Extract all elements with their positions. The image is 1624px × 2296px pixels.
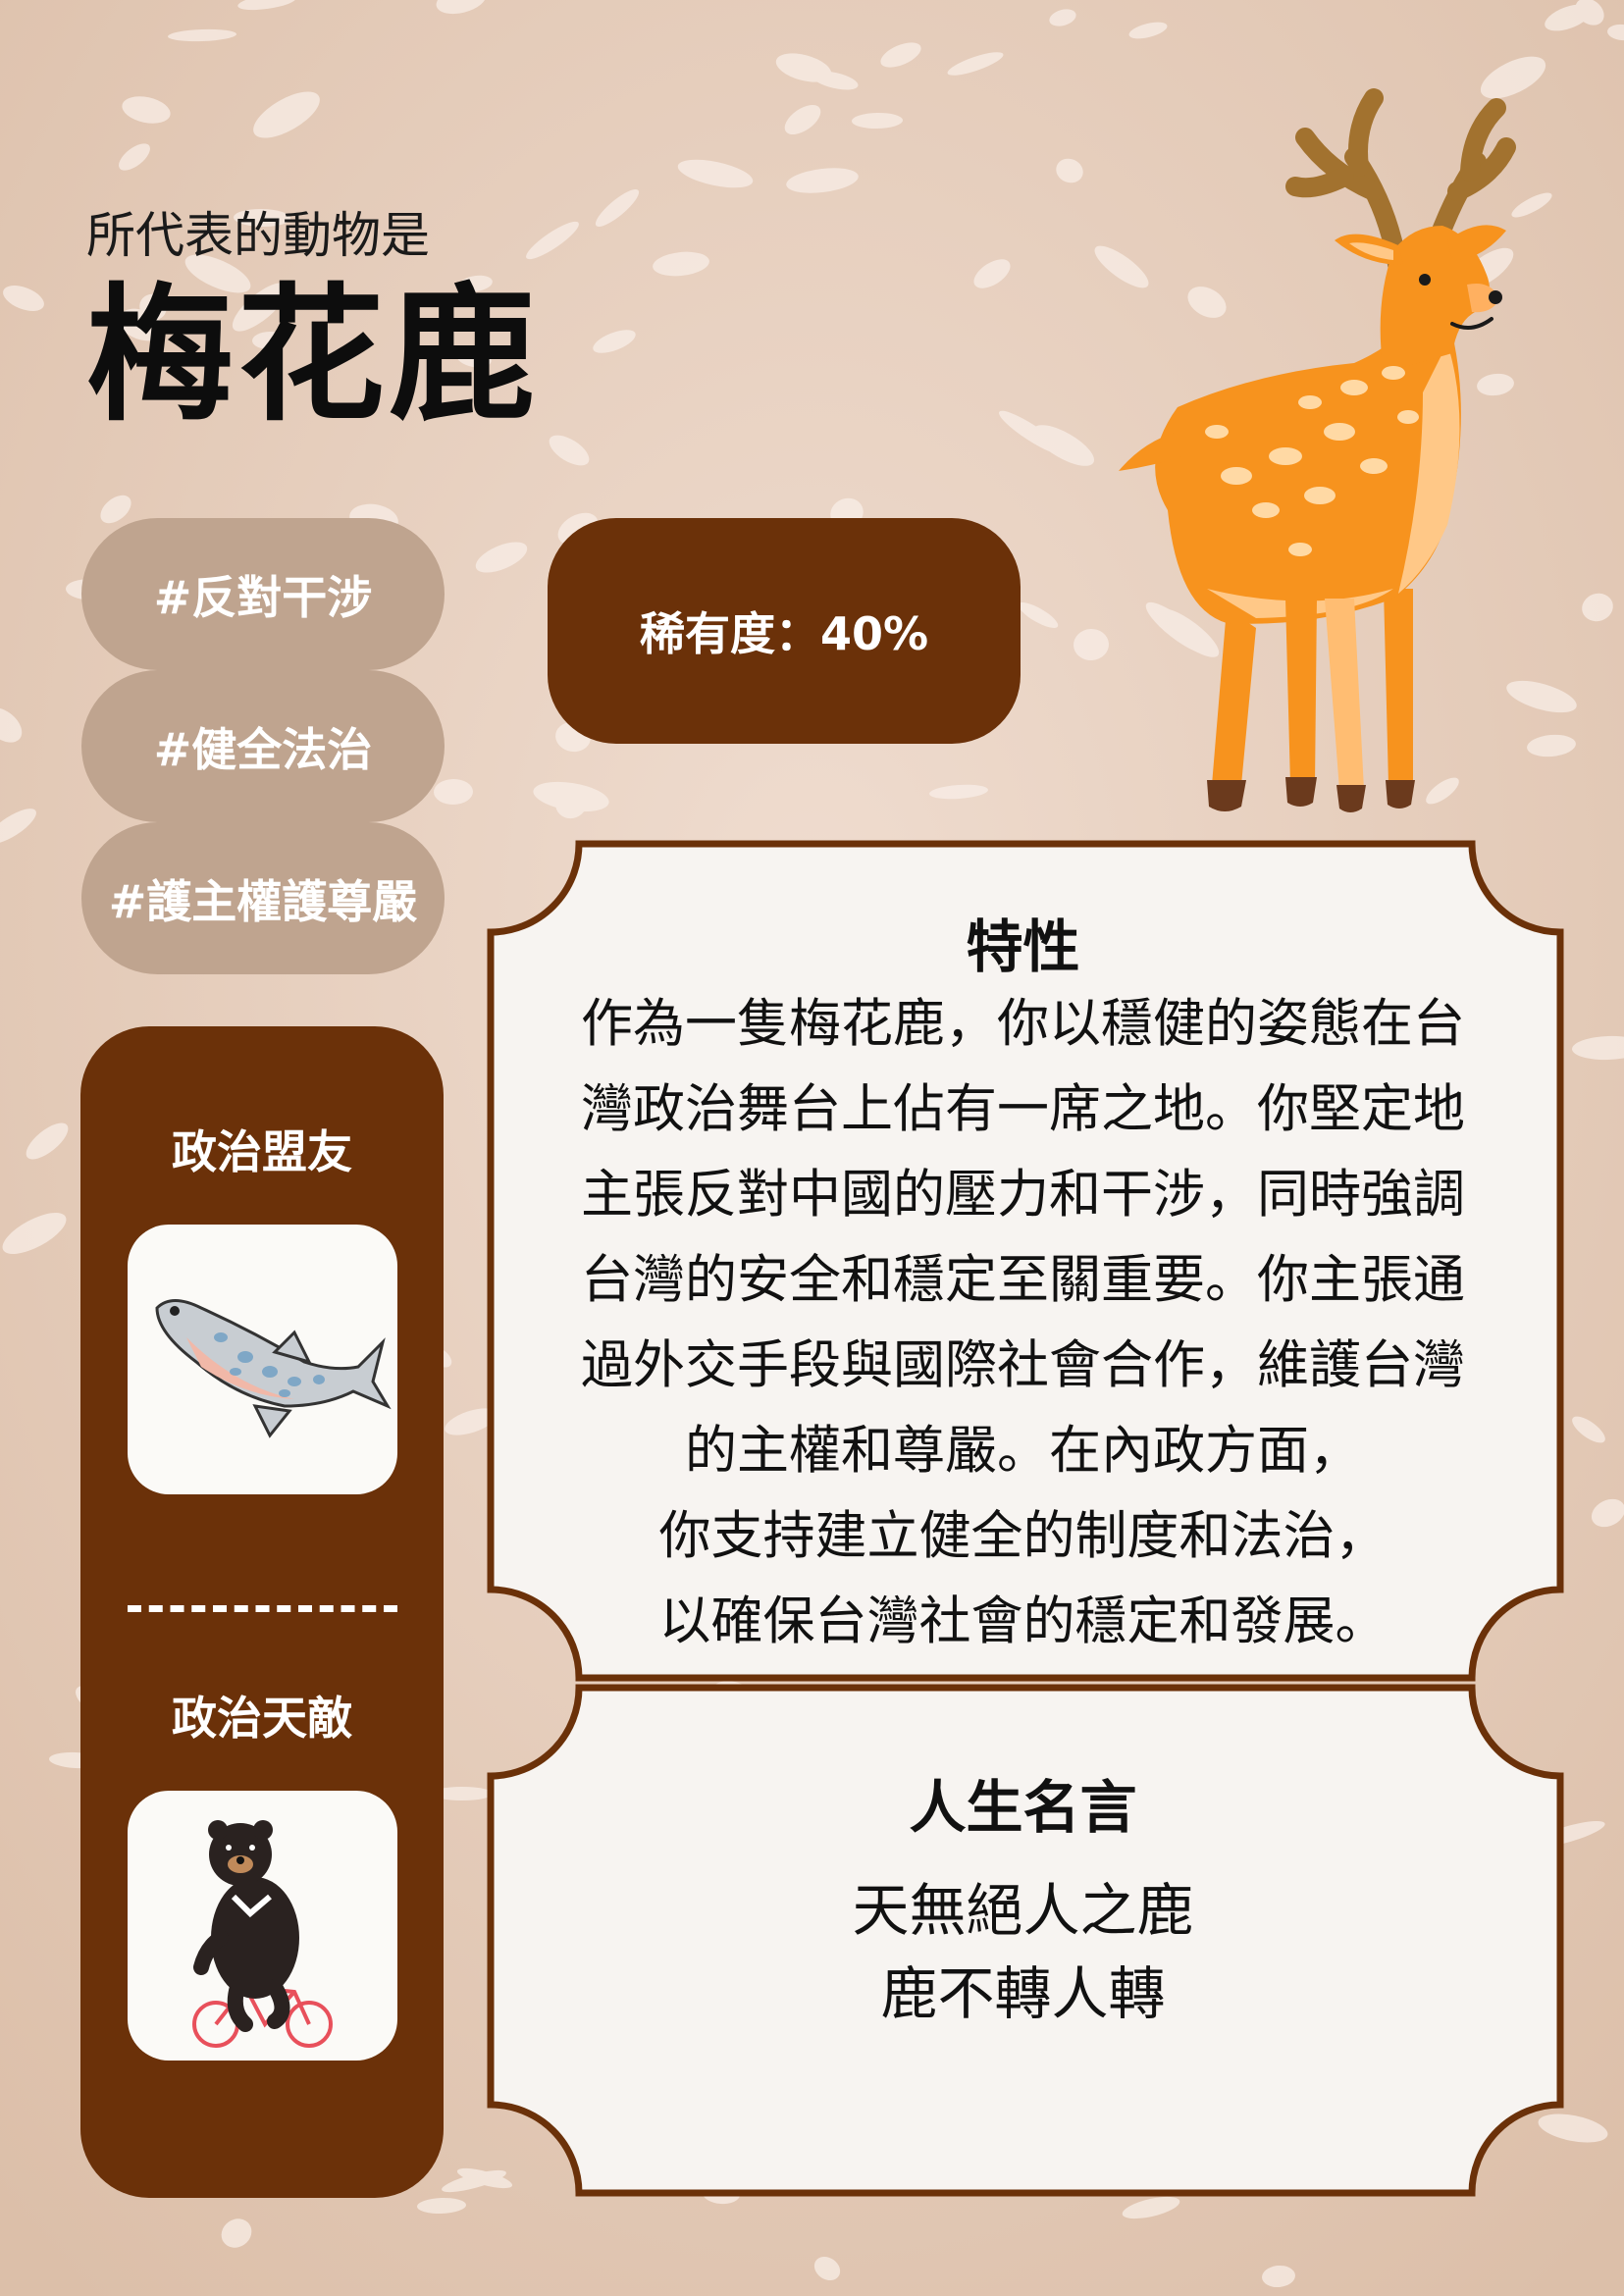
- salmon-fish-icon: [155, 1299, 392, 1438]
- fur-spot: [784, 104, 821, 135]
- fur-spot: [456, 348, 492, 368]
- fur-spot: [775, 53, 832, 82]
- traits-card: [487, 840, 1564, 1682]
- fur-spot: [1049, 9, 1076, 26]
- fur-spot: [253, 91, 320, 138]
- fur-spot: [184, 254, 251, 293]
- fur-spot: [1480, 56, 1546, 99]
- fur-spot: [475, 542, 528, 573]
- fur-spot: [929, 784, 988, 800]
- fur-spot: [1122, 2196, 1180, 2219]
- fur-spot: [1056, 158, 1083, 183]
- traits-line: 主張反對中國的壓力和干涉，同時強調: [581, 1165, 1465, 1225]
- ally-image: [128, 1225, 397, 1494]
- fur-spot: [1145, 601, 1210, 654]
- traits-body: 作為一隻梅花鹿，你以穩健的姿態在台 灣政治舞台上佔有一席之地。你堅定地 主張反對…: [505, 981, 1541, 1664]
- fur-spot: [549, 435, 590, 466]
- fur-spot: [221, 2218, 252, 2248]
- traits-line: 過外交手段與國際社會合作，維護台灣: [581, 1335, 1465, 1395]
- traits-line: 以確保台灣社會的穩定和發展。: [658, 1592, 1388, 1651]
- fur-spot: [1426, 777, 1459, 805]
- fur-spot: [973, 259, 1011, 288]
- fur-spot: [1545, 4, 1592, 31]
- fur-spot: [2, 1213, 67, 1254]
- tag-pill: #護主權護尊嚴: [81, 822, 445, 974]
- fur-spot: [880, 42, 921, 68]
- fur-spot: [0, 809, 36, 844]
- traits-line: 灣政治舞台上佔有一席之地。你堅定地: [581, 1079, 1465, 1139]
- fur-spot: [852, 112, 903, 130]
- motto-title: 人生名言: [909, 1774, 1137, 1841]
- fur-spot: [1128, 22, 1168, 39]
- fur-spot: [999, 410, 1064, 455]
- enemy-image: [128, 1791, 397, 2061]
- fur-spot: [653, 251, 709, 277]
- section-divider: [128, 1605, 397, 1612]
- fur-spot: [1572, 1035, 1624, 1061]
- fur-spot: [417, 2197, 466, 2215]
- black-bear-on-bicycle-icon: [192, 1820, 333, 2048]
- motto-line: 鹿不轉人轉: [880, 1960, 1166, 2027]
- fur-spot: [122, 96, 171, 124]
- deer-illustration: [1119, 88, 1516, 812]
- fur-spot: [1074, 628, 1109, 661]
- fur-spot: [1582, 593, 1613, 622]
- fur-spot: [252, 331, 288, 350]
- fur-spot: [1262, 2265, 1295, 2288]
- motto-line: 天無絕人之鹿: [852, 1877, 1194, 1944]
- fur-spot: [1094, 245, 1149, 288]
- fur-spot: [234, 208, 290, 228]
- fur-spot: [168, 28, 236, 42]
- fur-spot: [442, 2169, 506, 2193]
- traits-line: 的主權和尊嚴。在內政方面，: [685, 1421, 1361, 1481]
- fur-spot: [1018, 602, 1059, 628]
- fur-spot: [237, 0, 296, 11]
- fur-spot: [1572, 1416, 1605, 1443]
- fur-spot: [1607, 24, 1624, 41]
- tag-pill: #健全法治: [81, 670, 445, 822]
- page-title: 梅花鹿: [86, 271, 541, 442]
- fur-spot: [1033, 425, 1094, 466]
- fur-spot: [1511, 192, 1552, 218]
- fur-spot: [786, 168, 859, 193]
- fur-spot: [533, 781, 609, 812]
- fur-spot: [432, 1787, 493, 1800]
- traits-title: 特性: [966, 913, 1080, 980]
- fur-spot: [595, 188, 640, 228]
- fur-spot: [1477, 373, 1514, 396]
- fur-spot: [1538, 2113, 1608, 2143]
- fur-spot: [1187, 287, 1227, 318]
- traits-line: 台灣的安全和穩定至關重要。你主張通: [581, 1250, 1465, 1310]
- traits-line: 你支持建立健全的制度和法治，: [658, 1506, 1388, 1566]
- fur-spot: [100, 495, 131, 524]
- fur-spot: [947, 52, 1004, 76]
- rarity-badge: 稀有度：40%: [548, 518, 1021, 744]
- ally-label: 政治盟友: [172, 1125, 352, 1178]
- fur-spot: [1506, 680, 1577, 713]
- fur-spot: [26, 1122, 69, 1160]
- fur-spot: [3, 286, 44, 311]
- fur-spot: [445, 1408, 498, 1435]
- motto-card: [487, 1684, 1564, 2197]
- fur-spot: [436, 0, 487, 15]
- fur-spot: [1527, 734, 1576, 757]
- fur-spot: [232, 283, 288, 332]
- fur-spot: [434, 778, 473, 806]
- fur-spot: [139, 293, 167, 321]
- fur-spot: [0, 707, 23, 743]
- enemy-label: 政治天敵: [172, 1692, 352, 1745]
- fur-spot: [526, 221, 579, 260]
- fur-spot: [593, 330, 636, 353]
- tag-pill: #反對干涉: [81, 518, 445, 670]
- fur-spot: [813, 2256, 841, 2281]
- fur-spot: [677, 159, 754, 188]
- traits-line: 作為一隻梅花鹿，你以穩健的姿態在台: [581, 994, 1465, 1054]
- fur-spot: [1591, 1498, 1624, 1528]
- fur-spot: [119, 143, 150, 171]
- fur-spot: [459, 275, 493, 292]
- page-subtitle: 所代表的動物是: [86, 207, 430, 264]
